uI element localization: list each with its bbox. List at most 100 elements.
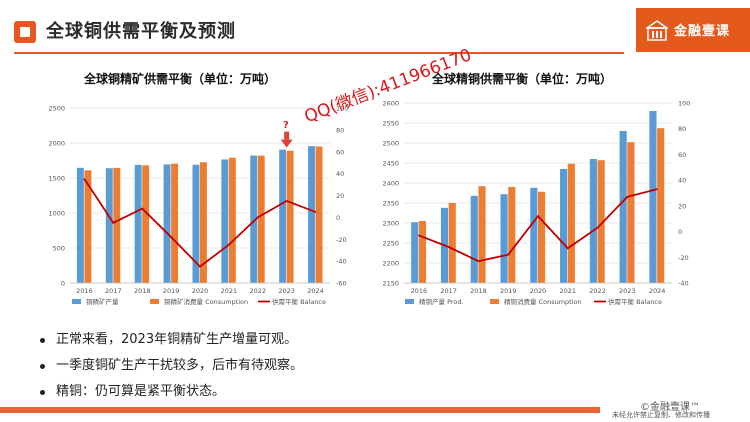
bar-production — [163, 164, 171, 283]
bar-production — [308, 146, 315, 283]
x-tick-label: 2016 — [411, 287, 428, 295]
x-tick-label: 2023 — [619, 287, 636, 295]
y-tick-label: 2550 — [382, 120, 399, 128]
balance-point — [418, 234, 420, 237]
y2-tick-label: -20 — [336, 236, 347, 244]
y2-tick-label: -40 — [678, 280, 689, 288]
chart-title-concentrate: 全球铜精矿供需平衡（单位：万吨） — [84, 72, 277, 86]
bar-production — [221, 159, 229, 283]
y-tick-label: 2350 — [382, 200, 399, 208]
x-tick-label: 2023 — [278, 287, 295, 295]
bar-production — [192, 164, 200, 283]
bullet-item: 正常来看，2023年铜精矿生产增量可观。 — [40, 332, 303, 358]
footer-bar — [0, 407, 600, 413]
header-divider — [14, 52, 624, 54]
x-tick-label: 2017 — [440, 287, 457, 295]
bar-consumption — [228, 157, 236, 283]
chart-0: 0 500 1000 1500 2000 2500 -60 -40 -20 0 20 40 60 80 10… — [48, 105, 348, 307]
y-tick-label: 1000 — [48, 210, 65, 218]
legend-swatch — [405, 299, 414, 304]
bar-production — [530, 187, 538, 283]
chart-title-refined: 全球精铜供需平衡（单位：万吨） — [432, 72, 613, 86]
bar-production — [279, 149, 287, 283]
building-logo-icon — [646, 20, 668, 41]
bar-consumption — [171, 163, 179, 283]
y2-tick-label: 20 — [678, 202, 686, 210]
balance-point — [112, 222, 115, 224]
bullet-item: 一季度铜矿生产干扰较多，后市有待观察。 — [40, 358, 303, 384]
question-mark-annotation: ? — [283, 120, 289, 131]
bar-consumption — [627, 142, 635, 283]
y-tick-label: 1500 — [48, 175, 65, 183]
y2-tick-label: 20 — [336, 192, 344, 200]
legend-label: 铜精矿消费量 Consumption — [164, 297, 248, 306]
x-tick-label: 2018 — [470, 287, 487, 295]
bar-production — [649, 111, 657, 283]
bar-production — [500, 194, 508, 283]
bar-consumption — [286, 150, 294, 283]
y-tick-label: 2600 — [382, 100, 399, 108]
bar-consumption — [567, 163, 575, 283]
y-tick-label: 2200 — [382, 260, 399, 268]
y-tick-label: 2450 — [382, 160, 399, 168]
bar-consumption — [597, 160, 605, 283]
x-tick-label: 2021 — [560, 287, 577, 295]
charts-canvas: 05001000150020002500-60-40-2002040608010… — [48, 100, 690, 307]
bar-consumption — [657, 128, 665, 283]
y2-tick-label: 0 — [336, 214, 340, 222]
y-tick-label: 2300 — [382, 220, 399, 228]
y-tick-label: 500 — [53, 245, 65, 253]
x-tick-label: 2017 — [105, 287, 122, 295]
bar-production — [470, 195, 478, 283]
y-tick-label: 0 — [61, 280, 65, 288]
bar-consumption — [200, 162, 207, 283]
legend-label: 供需平衡 Balance — [272, 297, 326, 306]
x-tick-label: 2024 — [307, 287, 324, 295]
bar-consumption — [84, 170, 92, 283]
balance-point — [141, 207, 144, 210]
y-tick-label: 2500 — [48, 105, 65, 113]
bar-consumption — [538, 191, 546, 283]
balance-point — [314, 211, 317, 213]
y-tick-label: 2000 — [48, 140, 65, 148]
bar-consumption — [113, 167, 121, 283]
y2-tick-label: 40 — [336, 170, 344, 178]
slide-header: 全球铜供需平衡及预测 金融壹课 — [0, 0, 750, 60]
bullet-item: 精铜：仍可算是紧平衡状态。 — [40, 384, 303, 410]
balance-point — [170, 236, 172, 238]
x-tick-label: 2020 — [192, 287, 209, 295]
balance-point — [83, 178, 86, 180]
y2-tick-label: -60 — [336, 280, 347, 288]
bar-consumption — [418, 221, 427, 283]
y-tick-label: 2250 — [382, 240, 399, 248]
legend-swatch — [150, 299, 159, 304]
x-tick-label: 2019 — [163, 287, 180, 295]
balance-point — [256, 216, 259, 219]
y2-tick-label: 80 — [336, 126, 344, 134]
bar-consumption — [257, 155, 265, 283]
balance-point — [228, 243, 230, 246]
y-tick-label: 2400 — [382, 180, 399, 188]
balance-point — [566, 247, 569, 250]
bar-consumption — [508, 187, 516, 283]
balance-point — [285, 200, 288, 202]
bar-consumption — [315, 146, 323, 283]
y-tick-label: 2150 — [382, 280, 399, 288]
balance-point — [447, 246, 450, 248]
legend-swatch — [490, 299, 499, 304]
balance-point — [199, 265, 201, 268]
balance-point — [656, 188, 658, 190]
x-tick-label: 2016 — [76, 287, 93, 295]
x-tick-label: 2018 — [134, 287, 151, 295]
bar-production — [560, 169, 568, 283]
bar-consumption — [142, 165, 150, 283]
x-tick-label: 2021 — [221, 287, 238, 295]
y2-tick-label: 0 — [678, 228, 682, 236]
bar-production — [250, 155, 258, 283]
y2-tick-label: 100 — [336, 105, 348, 113]
y2-tick-label: -40 — [336, 258, 347, 266]
bar-production — [105, 168, 113, 283]
legend-label: 铜精矿产量 — [86, 297, 119, 306]
bar-production — [411, 222, 419, 283]
